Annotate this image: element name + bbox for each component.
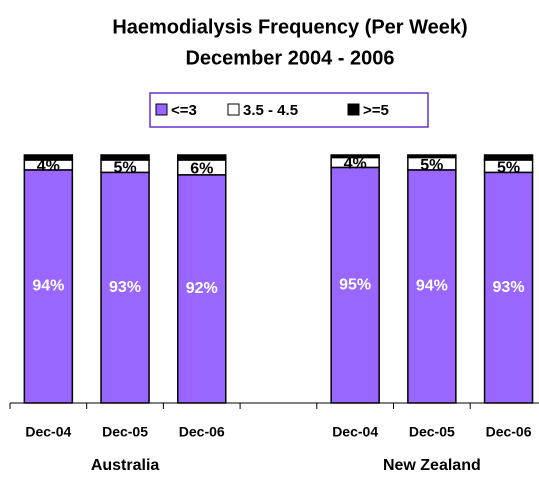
value-label: 4% [37,158,60,175]
group-label: Australia [91,457,160,474]
x-tick-label: Dec-05 [409,424,455,440]
group-label: New Zealand [383,457,481,474]
legend-label: 3.5 - 4.5 [243,102,298,119]
bar-segment [407,169,457,404]
bar-segment [483,154,534,161]
legend-swatch [227,103,240,116]
bar-segment [330,166,380,404]
value-label: 6% [190,161,213,178]
value-label: 5% [420,157,443,174]
value-label: 94% [32,278,64,295]
value-label: 94% [416,278,448,295]
bar-segment [23,154,74,161]
legend-box [149,92,429,128]
bar-segment [177,174,227,404]
chart-title: Haemodialysis Frequency (Per Week) [112,16,467,38]
value-label: 93% [109,279,141,296]
value-label: 5% [497,159,520,176]
bar-segment [407,154,457,159]
legend-label: <=3 [171,102,197,119]
x-tick-label: Dec-04 [25,424,71,440]
value-label: 92% [186,280,218,297]
value-label: 95% [339,276,371,293]
value-label: 5% [113,159,136,176]
value-label: 4% [344,156,367,173]
bar-segment [483,171,534,404]
chart-subtitle: December 2004 - 2006 [185,47,394,69]
bar-segment [330,154,380,159]
value-label: 93% [493,279,525,296]
x-tick-label: Dec-04 [332,424,378,440]
bar-segment [23,169,74,404]
bar-segment [177,154,227,161]
legend-swatch [347,103,360,116]
legend-label: >=5 [363,102,389,119]
legend-swatch [155,103,168,116]
x-tick-label: Dec-06 [486,424,532,440]
x-tick-label: Dec-06 [179,424,225,440]
bar-segment [100,154,150,161]
bar-segment [100,171,150,404]
x-tick-label: Dec-05 [102,424,148,440]
